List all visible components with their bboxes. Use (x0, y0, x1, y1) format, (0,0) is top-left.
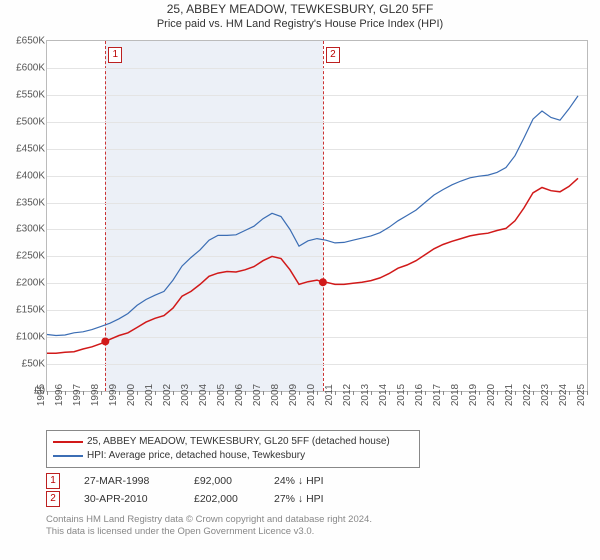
transactions-table: 1 27-MAR-1998£92,00024% ↓ HPI 2 30-APR-2010… (46, 472, 394, 508)
chart-plot-svg (47, 41, 587, 391)
series-line (47, 178, 578, 353)
y-axis-label: £200K (16, 278, 45, 289)
license-footer: Contains HM Land Registry data © Crown c… (46, 514, 566, 538)
transaction-date: 30-APR-2010 (84, 493, 194, 505)
y-axis-label: £650K (16, 36, 45, 47)
legend-label: 25, ABBEY MEADOW, TEWKESBURY, GL20 5FF (… (87, 435, 390, 449)
transaction-badge: 2 (46, 491, 60, 507)
legend-swatch (53, 455, 83, 457)
transaction-price: £92,000 (194, 475, 274, 487)
y-axis-label: £150K (16, 305, 45, 316)
transaction-date: 27-MAR-1998 (84, 475, 194, 487)
transaction-marker (319, 278, 327, 286)
transaction-price: £202,000 (194, 493, 274, 505)
page-subtitle: Price paid vs. HM Land Registry's House … (0, 18, 600, 30)
y-axis-label: £500K (16, 116, 45, 127)
y-axis-label: £100K (16, 332, 45, 343)
transaction-badge: 1 (46, 473, 60, 489)
legend-row: 25, ABBEY MEADOW, TEWKESBURY, GL20 5FF (… (53, 435, 413, 449)
price-chart: 12£0£50K£100K£150K£200K£250K£300K£350K£4… (46, 40, 588, 392)
y-axis-label: £50K (22, 359, 45, 370)
y-axis-label: £600K (16, 62, 45, 73)
legend-row: HPI: Average price, detached house, Tewk… (53, 449, 413, 463)
transaction-marker (101, 337, 109, 345)
y-axis-label: £300K (16, 224, 45, 235)
transaction-hpi-delta: 24% ↓ HPI (274, 475, 394, 487)
legend-swatch (53, 441, 83, 443)
transaction-row: 2 30-APR-2010£202,00027% ↓ HPI (46, 490, 394, 508)
transaction-hpi-delta: 27% ↓ HPI (274, 493, 394, 505)
footer-line: This data is licensed under the Open Gov… (46, 526, 566, 538)
y-axis-label: £400K (16, 170, 45, 181)
legend-label: HPI: Average price, detached house, Tewk… (87, 449, 305, 463)
series-line (47, 96, 578, 336)
legend: 25, ABBEY MEADOW, TEWKESBURY, GL20 5FF (… (46, 430, 420, 468)
y-axis-label: £450K (16, 143, 45, 154)
y-axis-label: £350K (16, 197, 45, 208)
y-axis-label: £250K (16, 251, 45, 262)
y-axis-label: £550K (16, 89, 45, 100)
transaction-row: 1 27-MAR-1998£92,00024% ↓ HPI (46, 472, 394, 490)
page-title: 25, ABBEY MEADOW, TEWKESBURY, GL20 5FF (0, 2, 600, 16)
footer-line: Contains HM Land Registry data © Crown c… (46, 514, 566, 526)
